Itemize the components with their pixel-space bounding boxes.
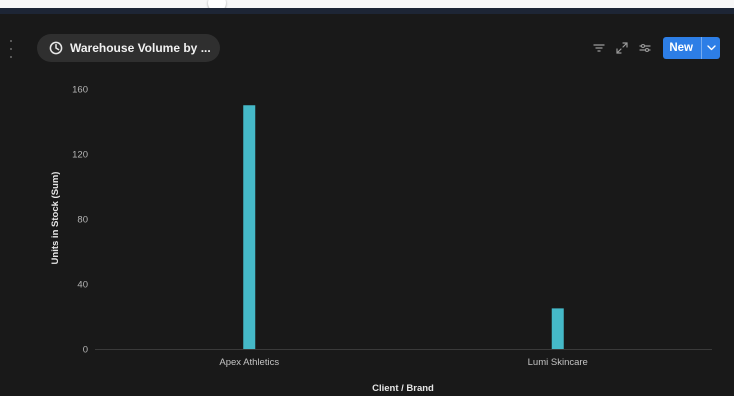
y-tick-label: 80 [77, 215, 88, 226]
y-tick-label: 120 [72, 150, 88, 161]
new-button-label: New [669, 42, 693, 54]
chart-panel: Warehouse Volume by ... New [8, 14, 734, 396]
view-toolbar: New [588, 37, 720, 59]
header-stripe [0, 8, 734, 14]
bars-group [243, 105, 564, 349]
new-button-divider [701, 37, 702, 59]
view-selector[interactable]: Warehouse Volume by ... [37, 34, 220, 62]
x-axis-ticks: Apex Athletics Lumi Skincare [219, 357, 587, 368]
chart-clock-icon [49, 41, 63, 55]
y-axis-ticks: 0 40 80 120 160 [72, 85, 88, 356]
x-tick-label: Lumi Skincare [528, 357, 588, 368]
drag-handle-icon[interactable] [8, 40, 14, 58]
filter-lines-icon[interactable] [588, 37, 610, 59]
chevron-down-icon[interactable] [702, 37, 720, 59]
expand-arrows-icon[interactable] [611, 37, 633, 59]
view-title: Warehouse Volume by ... [70, 41, 211, 55]
y-tick-label: 0 [83, 345, 88, 356]
bar[interactable] [551, 308, 564, 349]
bar[interactable] [243, 105, 256, 349]
new-button[interactable]: New [663, 37, 720, 59]
y-tick-label: 160 [72, 85, 88, 96]
sliders-icon[interactable] [634, 37, 656, 59]
x-axis-title: Client / Brand [372, 383, 434, 394]
y-axis-title: Units in Stock (Sum) [50, 172, 61, 265]
y-tick-label: 40 [77, 280, 88, 291]
x-tick-label: Apex Athletics [219, 357, 279, 368]
